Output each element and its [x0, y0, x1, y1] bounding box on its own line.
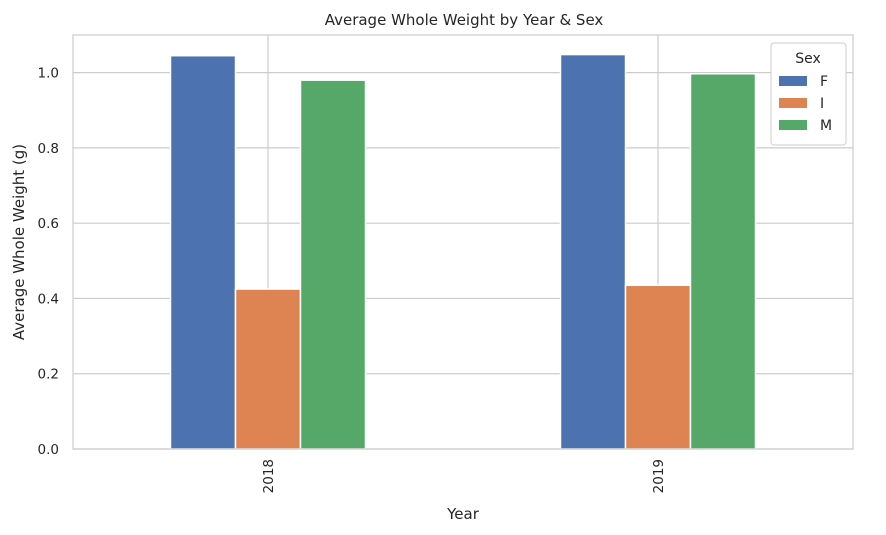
bars	[169, 53, 757, 450]
bar-M-2018	[299, 79, 367, 450]
legend: Sex FIM	[770, 42, 847, 146]
plot-frame	[72, 34, 854, 450]
bar-I-2019	[624, 284, 692, 450]
y-tick-label: 1.0	[38, 66, 59, 82]
legend-label-M: M	[820, 118, 832, 134]
legend-frame	[770, 42, 847, 146]
y-tick-label: 0.2	[38, 367, 59, 383]
bar-M-2019	[689, 73, 757, 450]
bar-F-2019	[559, 53, 627, 450]
y-tick-label: 0.0	[38, 442, 59, 458]
legend-swatch-F	[779, 76, 807, 86]
y-tick-label: 0.6	[38, 216, 59, 232]
x-tick-label: 2018	[261, 459, 277, 493]
legend-label-I: I	[820, 96, 824, 112]
legend-swatch-I	[779, 98, 807, 108]
x-tick-label: 2019	[651, 459, 667, 493]
bar-I-2018	[234, 288, 302, 450]
y-axis-label: Average Whole Weight (g)	[10, 144, 28, 340]
x-ticks: 2018 2019	[261, 459, 667, 493]
bar-F-2018	[169, 54, 237, 450]
chart-title: Average Whole Weight by Year & Sex	[325, 11, 604, 29]
y-ticks: 0.0 0.2 0.4 0.6 0.8 1.0	[38, 66, 59, 458]
y-tick-label: 0.8	[38, 141, 59, 157]
x-axis-label: Year	[446, 505, 480, 523]
legend-swatch-M	[779, 120, 807, 130]
y-tick-label: 0.4	[38, 291, 59, 307]
legend-label-F: F	[820, 74, 828, 90]
legend-title: Sex	[795, 51, 821, 67]
